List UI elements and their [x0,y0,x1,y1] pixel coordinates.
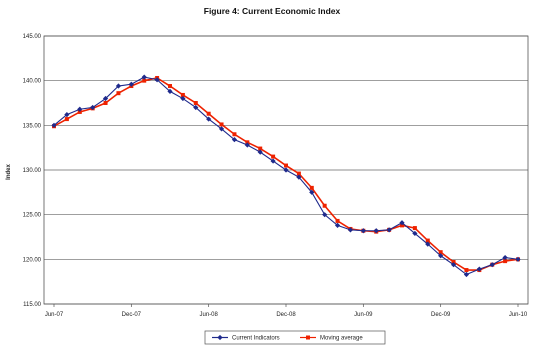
data-point [193,104,199,111]
data-point [309,189,315,195]
legend-marker [217,334,223,341]
x-tick-label: Jun-09 [354,312,373,318]
data-point [90,104,96,111]
x-tick-label: Jun-08 [199,312,218,318]
data-point [399,220,405,226]
data-point [219,122,224,127]
data-point [400,223,404,228]
data-point [102,95,109,102]
data-point [245,140,250,145]
series-line [53,76,519,276]
data-point [438,250,443,255]
data-point [115,83,122,89]
data-point [425,238,430,243]
chart-title: Figure 4: Current Economic Index [204,6,341,16]
y-tick-label: 130.00 [23,168,42,174]
data-point [64,117,69,122]
y-tick-label: 140.00 [23,79,42,85]
data-point [206,116,212,122]
data-point [64,112,70,118]
data-point [103,101,108,105]
data-point [502,254,508,261]
data-point [283,167,289,173]
data-point [154,77,160,83]
y-tick-label: 145.00 [23,34,42,40]
data-point [231,137,238,143]
data-point [232,132,237,137]
data-point [141,74,147,80]
data-point [412,226,417,231]
y-tick-label: 115.00 [23,302,42,308]
y-axis: 145.00 140.00 135.00 130.00 125.00 120.00 115.… [23,34,42,308]
data-point [193,101,198,105]
data-point [476,266,482,272]
data-point [425,241,431,247]
data-point [322,212,328,218]
data-point [335,218,340,223]
data-point [257,149,263,155]
data-point [180,95,186,102]
data-point [258,146,263,151]
series-line [53,77,519,271]
data-point [334,222,341,228]
data-point [412,230,418,237]
data-point [489,262,495,268]
series-moving-average [52,75,520,273]
y-tick-label: 120.00 [23,257,42,263]
data-point [128,81,134,87]
data-point [168,84,172,89]
x-tick-label: Jun-10 [509,312,528,318]
data-point [218,126,225,132]
y-tick-label: 125.00 [23,213,42,219]
y-tick-label: 135.00 [23,123,42,129]
data-point [309,185,314,190]
legend-label: Current Indicators [232,336,280,342]
data-point [180,92,185,97]
data-point [270,158,276,164]
data-point [244,142,250,148]
data-point [77,106,83,112]
data-point [503,259,508,264]
data-point [51,122,57,128]
series-current-indicators [51,74,521,278]
data-point [451,260,456,265]
data-point [373,228,379,234]
legend-label: Moving average [320,336,363,342]
x-tick-label: Jun-07 [45,312,64,318]
y-axis-label: Index [6,164,12,180]
data-point [271,154,276,159]
x-tick-label: Dec-08 [276,312,296,318]
data-point [322,203,327,208]
data-point [284,163,288,168]
data-point [347,227,354,233]
data-point [116,91,121,96]
x-axis: Jun-07 Dec-07 Jun-08 Dec-08 Jun-09 Dec-09 Jun-… [45,304,528,318]
legend-box [204,330,386,345]
data-point [438,253,444,259]
data-point [142,78,147,83]
x-tick-label: Dec-07 [122,312,142,318]
legend: Current Indicators Moving average [204,330,386,345]
x-tick-label: Dec-09 [431,312,451,318]
data-point [450,262,457,268]
data-point [296,174,302,180]
data-point [464,268,469,273]
data-point [360,228,366,234]
data-point [386,227,392,233]
data-point [515,256,521,262]
series-layer [51,74,521,278]
legend-entry: Moving average [300,335,363,342]
data-point [206,111,211,116]
data-point [77,109,82,114]
data-point [296,171,301,176]
data-point [463,271,470,278]
legend-entry: Current Indicators [212,334,280,342]
data-point [167,88,173,94]
legend-marker [306,335,310,340]
